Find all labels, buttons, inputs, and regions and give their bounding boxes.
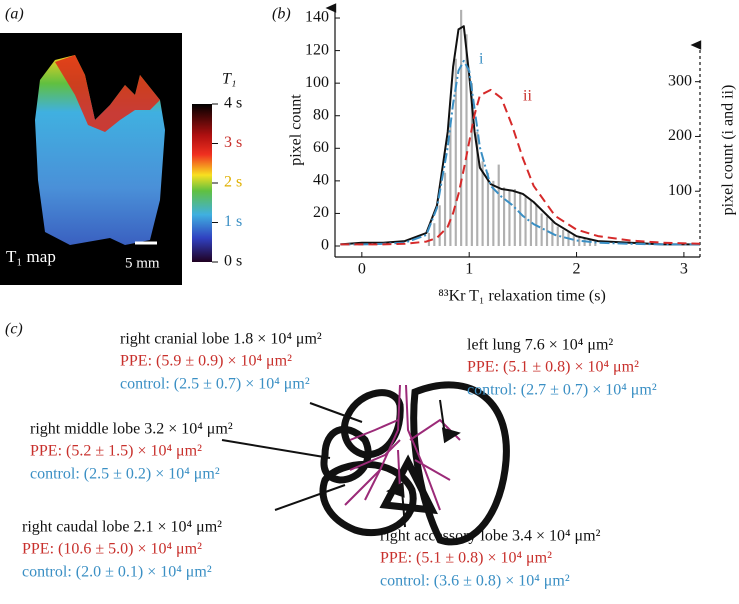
histogram-bar — [540, 213, 543, 246]
series-annotation: ii — [523, 88, 532, 105]
y2-tick-label: 100 — [668, 182, 692, 199]
x-axis-label: ⁸³Kr T₁ relaxation time (s) — [438, 288, 606, 305]
colorbar — [192, 104, 212, 262]
histogram-bar — [513, 189, 516, 246]
histogram-bar — [492, 180, 495, 246]
histogram-bar — [476, 132, 479, 246]
histogram-bar — [438, 205, 441, 246]
lobe-control: control: (2.5 ± 0.7) × 10⁴ μm² — [120, 376, 310, 393]
histogram-bar — [443, 172, 447, 246]
histogram-bar — [524, 197, 527, 246]
lobe-control: control: (2.0 ± 0.1) × 10⁴ μm² — [22, 564, 212, 581]
y-tick-label: 20 — [313, 204, 329, 221]
colorbar-label: 3 s — [224, 134, 242, 151]
histogram-bar — [578, 236, 581, 246]
histogram-bar — [503, 187, 506, 246]
histogram-bar — [433, 223, 436, 246]
y-axis-label: pixel count — [288, 94, 305, 166]
colorbar-title: T₁ — [222, 71, 236, 88]
x-tick-label: 2 — [573, 261, 581, 278]
histogram-bar — [497, 164, 500, 246]
histogram-bar — [460, 9, 463, 247]
y-tick-label: 100 — [305, 74, 329, 91]
histogram-bar — [519, 192, 522, 246]
y-tick-label: 0 — [321, 237, 329, 254]
x-tick-label: 0 — [358, 261, 366, 278]
lobe-name: right cranial lobe 1.8 × 10⁴ μm² — [120, 331, 322, 348]
series-line — [340, 88, 701, 246]
histogram-bar — [556, 226, 559, 246]
y-tick-label: 140 — [305, 9, 329, 26]
histogram-bar — [572, 234, 575, 246]
colorbar-label: 4 s — [224, 95, 242, 112]
lobe-ppe: PPE: (5.2 ± 1.5) × 10⁴ μm² — [30, 443, 202, 460]
lobe-control: control: (3.6 ± 0.8) × 10⁴ μm² — [380, 573, 570, 590]
histogram-bar — [449, 123, 452, 246]
map-hot-region — [55, 55, 160, 132]
histogram-bar — [427, 232, 431, 246]
y-tick-label: 80 — [313, 106, 329, 123]
lobe-name: right caudal lobe 2.1 × 10⁴ μm² — [22, 519, 222, 536]
lobe-control: control: (2.7 ± 0.7) × 10⁴ μm² — [467, 382, 657, 399]
lobe-name: left lung 7.6 × 10⁴ μm² — [467, 337, 613, 354]
lobe-ppe: PPE: (10.6 ± 5.0) × 10⁴ μm² — [22, 541, 202, 558]
y2-tick-label: 200 — [668, 127, 692, 144]
colorbar-label: 0 s — [224, 253, 242, 270]
lobe-name: right accessory lobe 3.4 × 10⁴ μm² — [380, 528, 601, 545]
histogram-bar — [470, 83, 473, 246]
histogram-bar — [529, 200, 532, 246]
panel-label: (b) — [272, 6, 291, 23]
y-tick-label: 120 — [305, 41, 329, 58]
histogram-bar — [562, 229, 565, 246]
map-label: T₁ map — [6, 247, 56, 266]
histogram-bar — [545, 216, 549, 246]
histogram-bar — [465, 34, 468, 247]
series-line — [340, 25, 700, 246]
y-tick-label: 40 — [313, 172, 329, 189]
colorbar-label: 2 s — [224, 174, 242, 191]
colorbar-label: 1 s — [224, 213, 242, 230]
x-tick-label: 1 — [465, 261, 473, 278]
panel-label: (a) — [5, 6, 24, 23]
lobe-control: control: (2.5 ± 0.2) × 10⁴ μm² — [30, 466, 220, 483]
left-lung — [410, 381, 510, 546]
histogram-bar — [594, 241, 597, 246]
scale-label: 5 mm — [125, 255, 160, 271]
series-annotation: i — [479, 51, 484, 68]
lobe-ppe: PPE: (5.1 ± 0.8) × 10⁴ μm² — [467, 359, 639, 376]
x-tick-label: 3 — [680, 261, 688, 278]
panel-label: (c) — [5, 321, 23, 338]
lobe-ppe: PPE: (5.9 ± 0.9) × 10⁴ μm² — [120, 353, 292, 370]
histogram-bar — [454, 58, 457, 247]
y2-axis-label: pixel count (i and ii) — [720, 85, 737, 216]
histogram-bar — [486, 172, 490, 246]
histogram-bar — [481, 161, 484, 246]
lobe-ppe: PPE: (5.1 ± 0.8) × 10⁴ μm² — [380, 550, 552, 567]
histogram-bar — [508, 190, 511, 246]
leader-lines — [221, 399, 461, 528]
y2-tick-label: 300 — [668, 72, 692, 89]
y-tick-label: 60 — [313, 139, 329, 156]
lobe-name: right middle lobe 3.2 × 10⁴ μm² — [30, 421, 233, 438]
lung-diagram — [319, 381, 510, 546]
